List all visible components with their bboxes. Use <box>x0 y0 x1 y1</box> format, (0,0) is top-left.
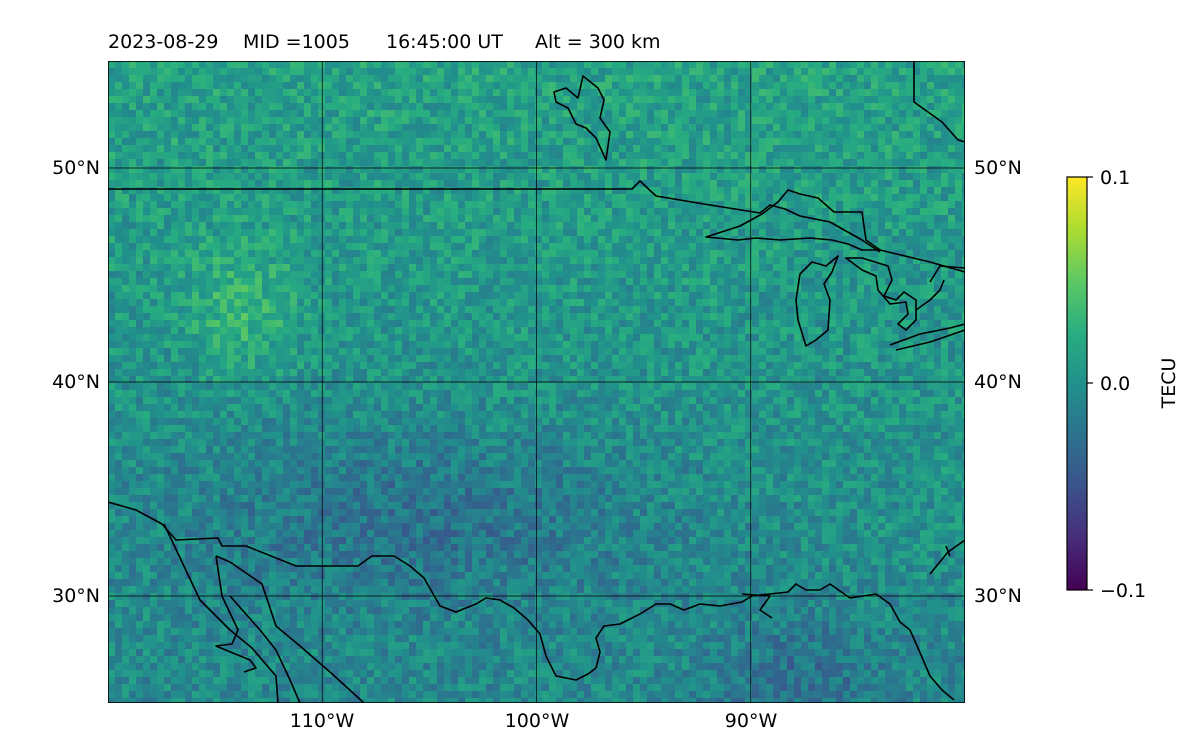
colorbar-gradient <box>1067 177 1087 590</box>
title-altitude: Alt = 300 km <box>535 31 661 53</box>
lat-label-left-40: 40°N <box>52 371 100 393</box>
lon-label-90w: 90°W <box>725 710 778 732</box>
title-time: 16:45:00 UT <box>386 31 503 53</box>
lat-label-right-40: 40°N <box>974 371 1022 393</box>
colorbar: 0.1 0.0 −0.1 TECU <box>1067 167 1180 602</box>
lat-label-right-50: 50°N <box>974 157 1022 179</box>
colorbar-tick-label-low: −0.1 <box>1100 580 1146 602</box>
colorbar-tick-label-high: 0.1 <box>1100 167 1130 189</box>
longitude-labels: 110°W 100°W 90°W <box>290 710 778 732</box>
title-date: 2023-08-29 <box>108 31 218 53</box>
lat-label-right-30: 30°N <box>974 585 1022 607</box>
map-panel[interactable] <box>108 61 970 706</box>
lat-label-left-50: 50°N <box>52 157 100 179</box>
colorbar-label: TECU <box>1158 358 1180 410</box>
colorbar-tick-label-mid: 0.0 <box>1100 373 1130 395</box>
lon-label-100w: 100°W <box>505 710 570 732</box>
tec-heatmap <box>108 61 970 706</box>
lat-label-left-30: 30°N <box>52 585 100 607</box>
title-mid: MID =1005 <box>243 31 350 53</box>
lon-label-110w: 110°W <box>290 710 355 732</box>
